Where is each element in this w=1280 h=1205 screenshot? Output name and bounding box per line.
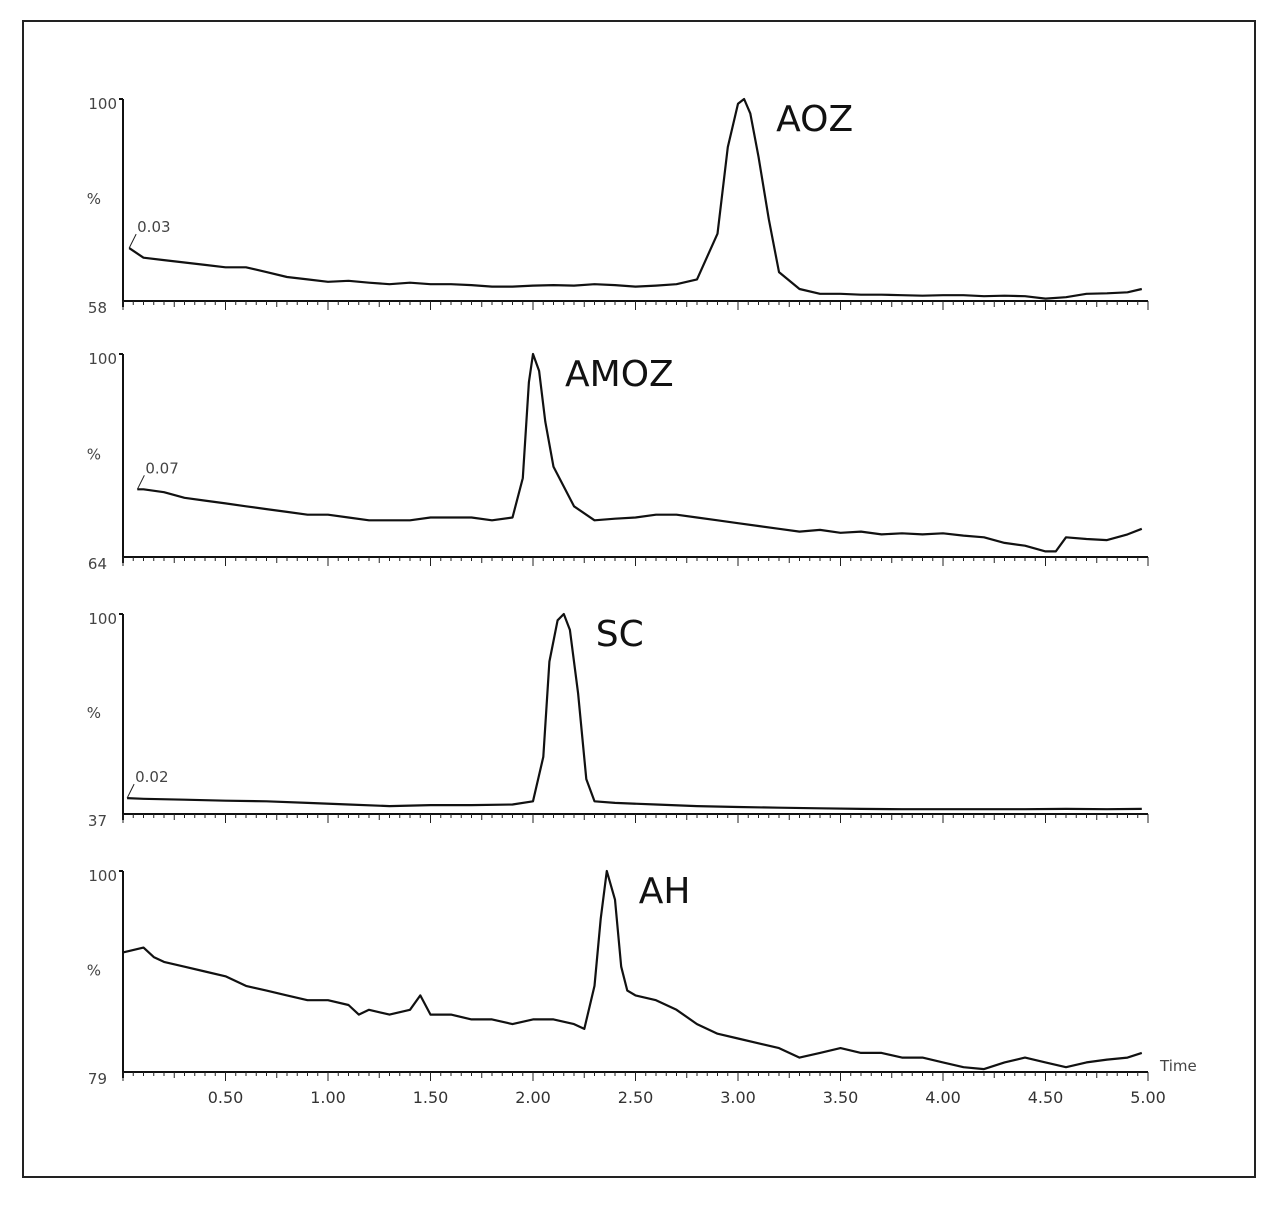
x-tick-label: 4.50 bbox=[1028, 1088, 1064, 1107]
chart-panel-aoz: 100% 58 0.03 AOZ bbox=[87, 95, 1149, 317]
chromatogram-stack: 100%580.03AOZ100%640.07AMOZ100%370.02SC1… bbox=[87, 95, 1197, 1107]
x-tick-label: 3.50 bbox=[823, 1088, 859, 1107]
x-tick-label: 1.00 bbox=[310, 1088, 346, 1107]
start-annotation: 0.07 bbox=[145, 459, 178, 477]
y-bottom-label: 64 bbox=[88, 555, 107, 573]
y-top-label: 100 bbox=[88, 867, 117, 885]
peak-label-ah: AH bbox=[639, 871, 691, 912]
y-top-label: 100 bbox=[88, 95, 117, 113]
y-top-label: 100 bbox=[88, 610, 117, 628]
start-annotation-leader bbox=[128, 233, 137, 249]
y-bottom-label: 37 bbox=[88, 812, 107, 830]
start-annotation: 0.03 bbox=[137, 218, 170, 236]
peak-label-amoz: AMOZ bbox=[565, 354, 674, 395]
trace-aoz bbox=[128, 97, 1143, 300]
x-tick-label: 2.00 bbox=[515, 1088, 551, 1107]
start-annotation: 0.02 bbox=[135, 768, 168, 786]
chart-panel-sc: 100% 37 0.02 SC bbox=[87, 610, 1149, 830]
y-percent-label: % bbox=[87, 962, 101, 980]
start-annotation-leader bbox=[126, 783, 135, 799]
x-tick-label: 0.50 bbox=[208, 1088, 244, 1107]
chart-panel-amoz: 100% 64 0.07 AMOZ bbox=[87, 350, 1149, 573]
x-tick-label: 4.00 bbox=[925, 1088, 961, 1107]
x-tick-label: 1.50 bbox=[413, 1088, 449, 1107]
trace-ah bbox=[122, 869, 1143, 1071]
x-tick-label: 3.00 bbox=[720, 1088, 756, 1107]
trace-sc bbox=[127, 612, 1142, 811]
y-percent-label: % bbox=[87, 704, 101, 722]
y-bottom-label: 58 bbox=[88, 299, 107, 317]
start-annotation-leader bbox=[136, 475, 145, 490]
x-tick-label: 5.00 bbox=[1130, 1088, 1166, 1107]
y-percent-label: % bbox=[87, 190, 101, 208]
chart-panel-ah: 100% 79 AH 0.50 1.00 1.50 2.00 2.50 3.00 3.50 4.00… bbox=[87, 867, 1197, 1107]
y-bottom-label: 79 bbox=[88, 1070, 107, 1088]
y-percent-label: % bbox=[87, 446, 101, 464]
x-tick-label: 2.50 bbox=[618, 1088, 654, 1107]
figure-frame: 100% 58 0.03 AOZ 100% 64 0.07 AMOZ 100% 37 0.02 SC 1… bbox=[22, 20, 1256, 1178]
trace-amoz bbox=[137, 352, 1143, 553]
y-top-label: 100 bbox=[88, 350, 117, 368]
peak-label-sc: SC bbox=[596, 614, 644, 655]
x-axis-label: Time bbox=[1159, 1057, 1197, 1075]
peak-label-aoz: AOZ bbox=[776, 99, 853, 140]
